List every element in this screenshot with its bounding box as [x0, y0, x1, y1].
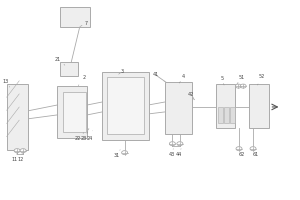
- Text: 2: 2: [78, 75, 85, 86]
- Text: 13: 13: [3, 79, 10, 87]
- Circle shape: [20, 149, 26, 153]
- Bar: [57, 86, 87, 138]
- Bar: [60, 62, 78, 76]
- Text: 24: 24: [87, 131, 93, 141]
- Bar: [224, 107, 229, 123]
- Text: 52: 52: [257, 74, 265, 85]
- Text: 62: 62: [239, 149, 245, 157]
- Text: 3: 3: [118, 69, 124, 74]
- Text: 23: 23: [81, 132, 88, 141]
- Text: 31: 31: [114, 150, 120, 158]
- Circle shape: [240, 84, 246, 88]
- Text: 51: 51: [237, 75, 245, 85]
- Text: 61: 61: [253, 149, 259, 157]
- Circle shape: [122, 151, 128, 155]
- Circle shape: [177, 142, 183, 146]
- Text: 41: 41: [153, 72, 164, 81]
- Bar: [216, 84, 235, 128]
- Text: 5: 5: [221, 76, 224, 85]
- Text: 44: 44: [176, 149, 182, 157]
- Text: 4: 4: [179, 74, 185, 83]
- Circle shape: [250, 147, 256, 151]
- Text: 22: 22: [75, 133, 84, 141]
- Bar: [107, 77, 144, 134]
- Circle shape: [236, 147, 242, 151]
- Bar: [7, 84, 28, 150]
- Bar: [165, 82, 192, 134]
- Bar: [230, 107, 235, 123]
- Circle shape: [236, 84, 242, 88]
- Bar: [248, 84, 269, 128]
- Text: 12: 12: [18, 153, 24, 162]
- Bar: [63, 92, 86, 132]
- Text: 21: 21: [55, 57, 65, 65]
- Bar: [102, 72, 148, 140]
- Text: 11: 11: [11, 153, 17, 162]
- Text: 7: 7: [80, 21, 88, 27]
- Circle shape: [169, 142, 175, 146]
- Bar: [218, 107, 223, 123]
- Text: 43: 43: [168, 149, 175, 157]
- Circle shape: [14, 149, 20, 153]
- Bar: [60, 7, 90, 27]
- Text: 42: 42: [188, 92, 194, 100]
